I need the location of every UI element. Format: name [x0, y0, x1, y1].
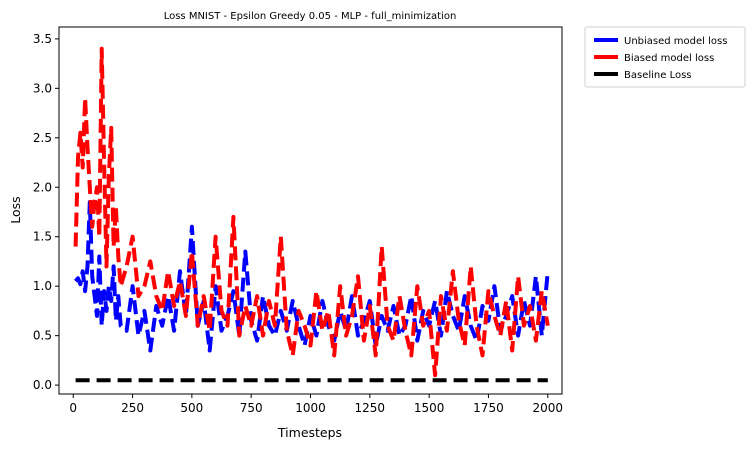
y-tick-label-1: 0.5 — [33, 329, 52, 343]
y-tick-label-7: 3.5 — [33, 32, 52, 46]
legend-label-biased: Biased model loss — [624, 53, 714, 64]
x-tick-label-1: 250 — [121, 401, 144, 415]
series-line-1 — [73, 46, 550, 378]
x-tick-label-8: 2000 — [532, 401, 563, 415]
x-tick-label-5: 1250 — [355, 401, 386, 415]
x-axis-label: Timesteps — [277, 425, 342, 440]
legend: Unbiased model loss Biased model loss Ba… — [584, 26, 746, 88]
series-layer — [73, 46, 550, 383]
x-tick-label-3: 750 — [240, 401, 263, 415]
x-tick-label-0: 0 — [69, 401, 77, 415]
x-axis: 0 250 500 750 1000 1250 1500 1750 2000 — [69, 394, 563, 415]
x-tick-label-7: 1750 — [473, 401, 504, 415]
legend-label-baseline: Baseline Loss — [624, 70, 692, 81]
y-axis-label: Loss — [8, 196, 23, 223]
legend-label-unbiased: Unbiased model loss — [624, 36, 727, 47]
legend-box — [584, 26, 746, 88]
series-line-0 — [74, 200, 550, 353]
x-tick-label-6: 1500 — [414, 401, 445, 415]
x-tick-label-2: 500 — [180, 401, 203, 415]
y-tick-label-3: 1.5 — [33, 230, 52, 244]
y-tick-label-6: 3.0 — [33, 81, 52, 95]
x-tick-label-4: 1000 — [295, 401, 326, 415]
y-tick-label-2: 1.0 — [33, 279, 52, 293]
chart-title: Loss MNIST - Epsilon Greedy 0.05 - MLP -… — [164, 11, 457, 22]
y-tick-label-0: 0.0 — [33, 378, 52, 392]
y-tick-label-4: 2.0 — [33, 180, 52, 194]
y-tick-label-5: 2.5 — [33, 131, 52, 145]
y-axis: 0.0 0.5 1.0 1.5 2.0 2.5 3.0 3.5 — [33, 32, 59, 392]
